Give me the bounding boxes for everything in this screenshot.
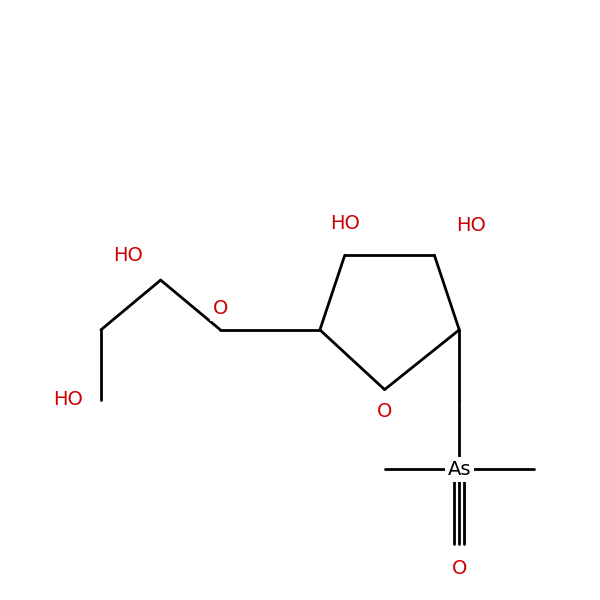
Text: O: O [212,299,228,318]
Text: HO: HO [53,390,83,409]
Text: O: O [452,559,467,578]
Text: HO: HO [456,217,486,235]
Text: HO: HO [330,214,360,233]
Text: HO: HO [113,246,143,265]
Text: O: O [377,401,392,421]
Text: As: As [448,460,471,479]
